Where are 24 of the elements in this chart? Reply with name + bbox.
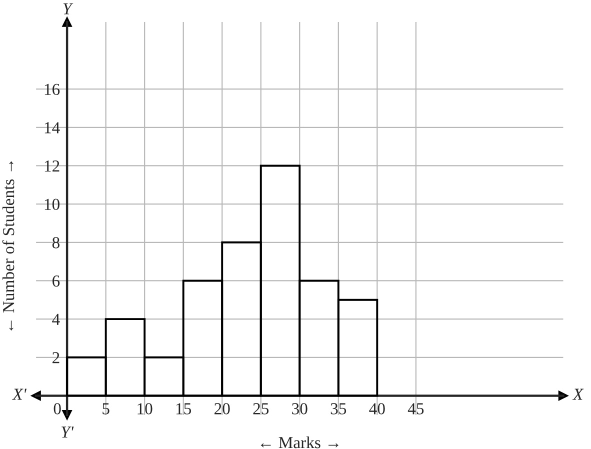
y-tick-label: 4 [52,314,60,325]
y-tick-label: 6 [52,275,60,287]
x-axis-title: ← Marks → [260,436,338,448]
x-tick-label: 20 [214,403,230,414]
x-tick-label: 15 [176,403,192,414]
text: Y [63,3,74,14]
text: X' [12,388,27,400]
y-axis-title: ← Number of Students → [2,161,14,330]
x-tick-label: 45 [408,403,424,414]
y-tick-label: 8 [52,237,60,248]
y-tick-label: 2 [52,352,60,364]
x-tick-label: 30 [292,403,308,414]
y-tick-label: 12 [44,160,60,172]
text: X [572,388,584,400]
x-tick-label: 40 [369,403,385,414]
y-tick-label: 10 [44,198,60,210]
x-tick-label: 25 [253,403,269,414]
x-tick-label: 10 [138,403,152,414]
x-tick-label: 35 [330,403,346,414]
y-tick-label: 14 [44,122,60,134]
y-tick-label: 16 [44,84,60,96]
x-tick-label: 5 [102,403,110,414]
text: Y' [62,426,74,438]
x-tick-label: 0 [54,403,61,414]
